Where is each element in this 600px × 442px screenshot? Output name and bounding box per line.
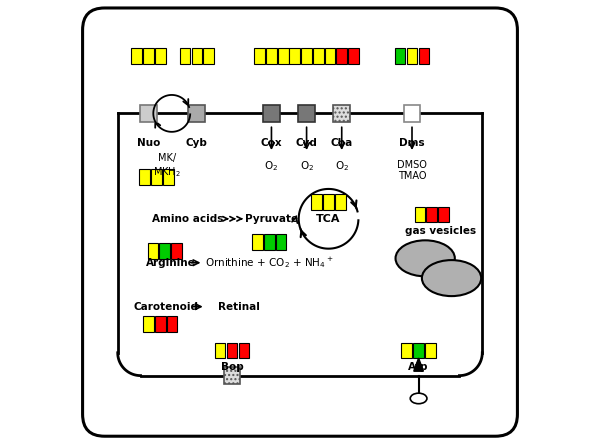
Text: MK/
MKH$_2$: MK/ MKH$_2$ <box>154 153 181 179</box>
Ellipse shape <box>395 240 455 276</box>
Bar <box>323 194 334 210</box>
Ellipse shape <box>422 260 481 296</box>
Bar <box>140 105 157 122</box>
Bar <box>155 316 166 332</box>
Bar <box>131 48 142 64</box>
Bar <box>215 343 226 358</box>
Bar <box>254 48 265 64</box>
Text: DMSO
TMAO: DMSO TMAO <box>397 160 427 181</box>
Bar <box>395 48 406 64</box>
Text: Ornithine + CO$_2$ + NH$_4$$^+$: Ornithine + CO$_2$ + NH$_4$$^+$ <box>205 255 334 270</box>
Bar <box>298 105 315 122</box>
Bar <box>407 48 417 64</box>
Bar <box>139 169 150 185</box>
Bar <box>266 48 277 64</box>
Bar <box>239 343 249 358</box>
Bar <box>188 105 205 122</box>
Bar <box>172 243 182 259</box>
Text: Nuo: Nuo <box>137 137 160 148</box>
Bar <box>413 343 424 358</box>
Text: Retinal: Retinal <box>218 301 259 312</box>
Text: Cox: Cox <box>260 137 282 148</box>
Text: TCA: TCA <box>316 214 341 224</box>
Text: Bop: Bop <box>221 362 243 373</box>
Bar <box>313 48 324 64</box>
Bar <box>325 48 335 64</box>
Text: O$_2$: O$_2$ <box>299 160 314 173</box>
Bar <box>264 234 275 250</box>
Bar <box>203 48 214 64</box>
Bar <box>179 48 190 64</box>
Text: Atp: Atp <box>409 362 429 373</box>
Text: O$_2$: O$_2$ <box>335 160 349 173</box>
Bar <box>143 48 154 64</box>
Bar <box>143 316 154 332</box>
Bar <box>191 48 202 64</box>
Bar <box>439 206 449 222</box>
Bar <box>334 105 350 122</box>
Text: Pyruvate: Pyruvate <box>245 214 298 224</box>
Bar <box>401 343 412 358</box>
Bar <box>148 243 158 259</box>
Bar <box>311 194 322 210</box>
Text: Cba: Cba <box>331 137 353 148</box>
Bar <box>349 48 359 64</box>
Bar <box>151 169 161 185</box>
Bar <box>415 206 425 222</box>
Text: gas vesicles: gas vesicles <box>405 226 476 236</box>
Bar <box>276 234 286 250</box>
Bar <box>335 194 346 210</box>
Bar <box>160 243 170 259</box>
Bar <box>224 367 240 384</box>
Bar <box>404 105 421 122</box>
Bar <box>167 316 178 332</box>
Bar <box>301 48 312 64</box>
Text: Dms: Dms <box>399 137 425 148</box>
Bar <box>425 343 436 358</box>
Bar <box>427 206 437 222</box>
Bar <box>252 234 263 250</box>
Bar <box>155 48 166 64</box>
Text: Amino acids: Amino acids <box>152 214 224 224</box>
Bar <box>278 48 289 64</box>
Text: Cyb: Cyb <box>186 137 208 148</box>
Bar <box>419 48 429 64</box>
Text: Carotenoid: Carotenoid <box>134 301 199 312</box>
Bar <box>163 169 173 185</box>
Bar <box>227 343 237 358</box>
Bar <box>337 48 347 64</box>
Bar <box>289 48 300 64</box>
Text: Arginine: Arginine <box>146 258 196 268</box>
Bar <box>263 105 280 122</box>
Polygon shape <box>414 358 424 371</box>
Ellipse shape <box>410 393 427 404</box>
FancyBboxPatch shape <box>83 8 517 436</box>
Text: O$_2$: O$_2$ <box>265 160 278 173</box>
Text: Cyd: Cyd <box>296 137 317 148</box>
